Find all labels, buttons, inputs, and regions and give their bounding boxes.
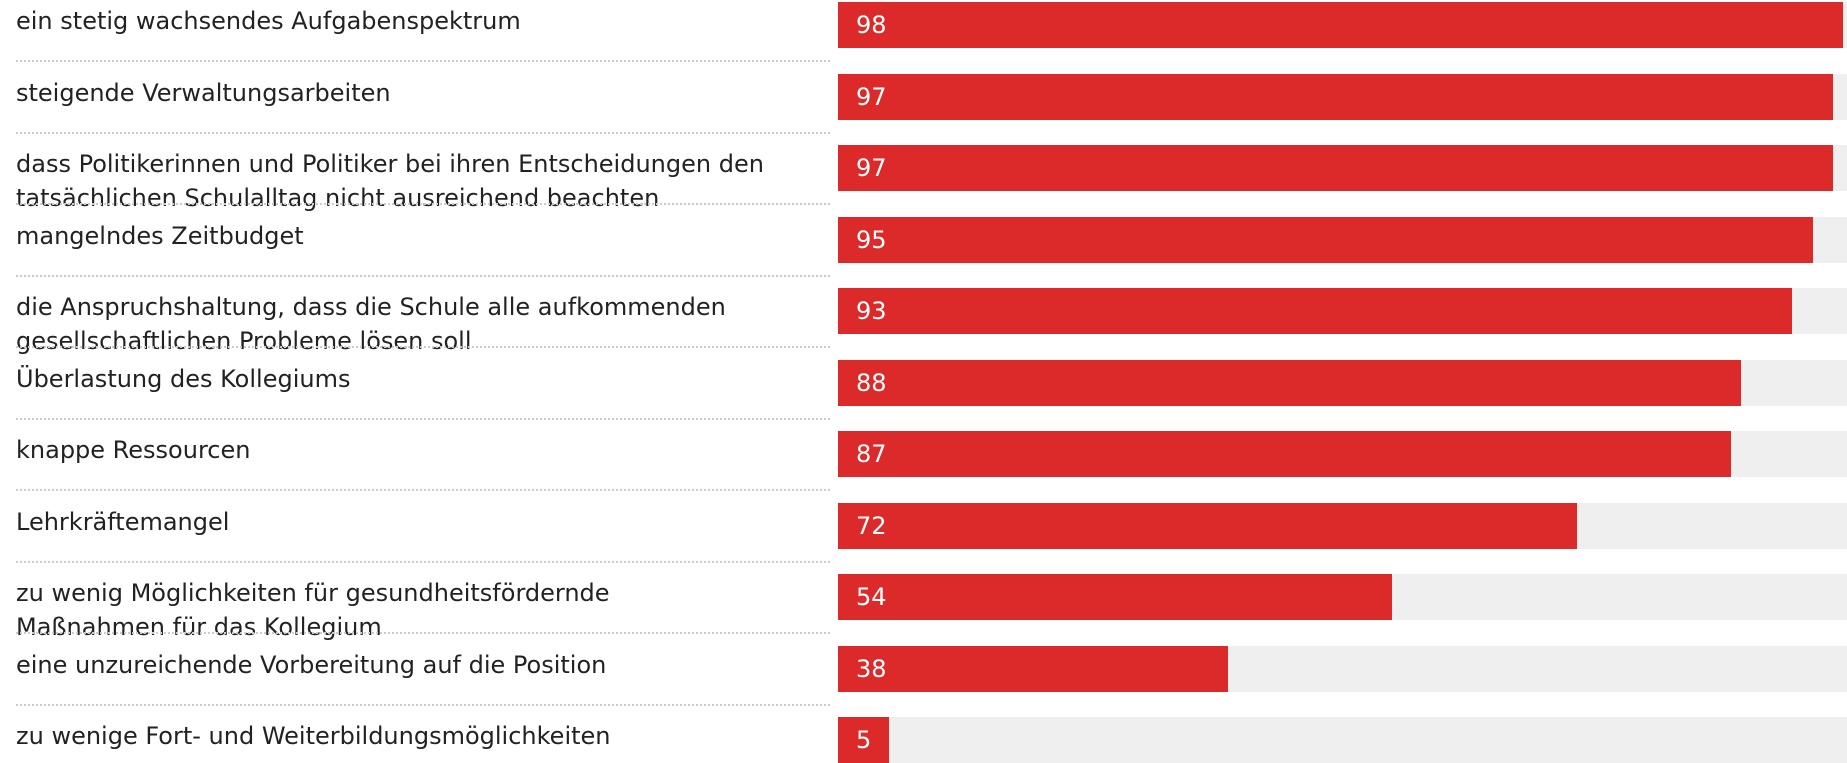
separator bbox=[16, 346, 830, 348]
value-label: 93 bbox=[856, 297, 887, 325]
separator bbox=[16, 560, 830, 563]
value-label: 38 bbox=[856, 654, 887, 683]
separator bbox=[16, 60, 830, 62]
bar bbox=[838, 216, 1813, 263]
separator bbox=[16, 131, 830, 134]
value-label: 88 bbox=[856, 368, 887, 397]
bar-track bbox=[838, 717, 1847, 763]
bar bbox=[838, 717, 890, 763]
separator bbox=[16, 274, 830, 277]
category-label: eine unzureichende Vorbereitung auf die … bbox=[16, 650, 607, 679]
category-label: zu wenig Möglichkeiten für gesundheitsfö… bbox=[16, 579, 610, 641]
separator bbox=[16, 703, 830, 706]
separator bbox=[16, 417, 830, 420]
value-label: 98 bbox=[856, 11, 887, 39]
bar bbox=[838, 574, 1393, 620]
value-label: 97 bbox=[856, 154, 887, 182]
value-label: 54 bbox=[856, 583, 887, 611]
category-label: mangelndes Zeitbudget bbox=[16, 221, 304, 250]
category-label: zu wenige Fort- und Weiterbildungsmöglic… bbox=[16, 722, 611, 750]
value-label: 5 bbox=[856, 726, 872, 754]
category-label: knappe Ressourcen bbox=[16, 436, 251, 464]
category-label: Lehrkräftemangel bbox=[16, 507, 230, 536]
bar bbox=[838, 359, 1741, 406]
value-label: 72 bbox=[856, 511, 887, 540]
separator bbox=[16, 489, 830, 491]
bar bbox=[838, 502, 1577, 549]
value-label: 97 bbox=[856, 82, 887, 111]
bar bbox=[838, 73, 1834, 120]
category-label: die Anspruchshaltung, dass die Schule al… bbox=[16, 293, 726, 355]
category-label: Überlastung des Kollegiums bbox=[16, 364, 351, 393]
bar bbox=[838, 431, 1731, 477]
value-label: 87 bbox=[856, 440, 887, 468]
separator bbox=[16, 632, 830, 634]
bar bbox=[838, 645, 1228, 692]
value-label: 95 bbox=[856, 225, 887, 254]
category-label: ein stetig wachsendes Aufgabenspektrum bbox=[16, 7, 521, 35]
bar bbox=[838, 288, 1793, 334]
category-label: steigende Verwaltungsarbeiten bbox=[16, 78, 391, 107]
bar bbox=[838, 2, 1844, 48]
category-label: dass Politikerinnen und Politiker bei ih… bbox=[16, 150, 764, 212]
bar bbox=[838, 145, 1834, 191]
separator bbox=[16, 203, 830, 205]
